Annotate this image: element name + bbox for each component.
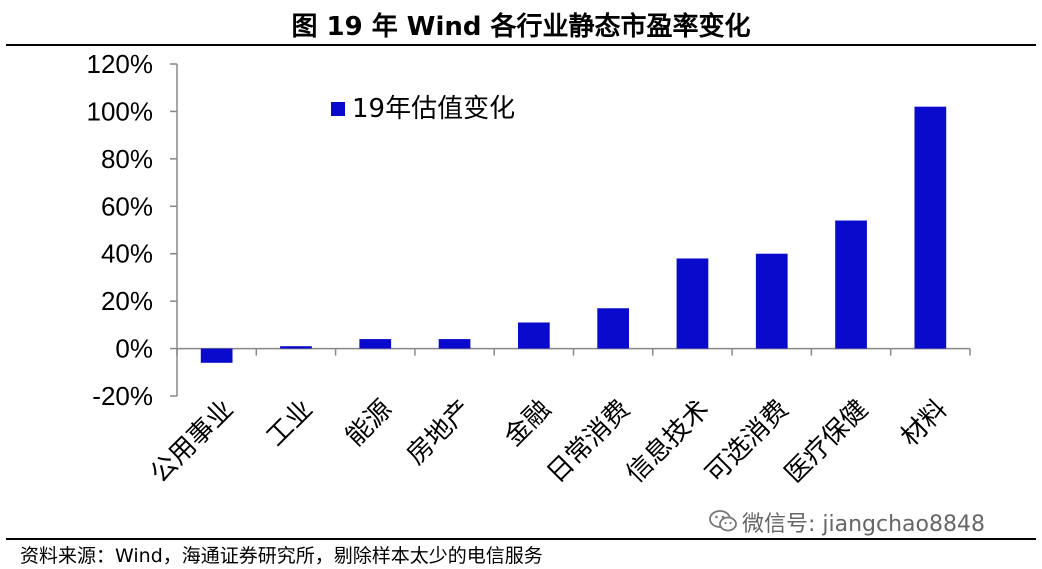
watermark: 微信号: jiangchao8848	[708, 506, 1038, 537]
x-tick-label: 信息技术	[621, 394, 716, 489]
bar-2	[280, 346, 312, 349]
bar-1	[200, 348, 233, 363]
bar-6	[597, 308, 630, 349]
wechat-icon	[709, 510, 737, 532]
legend-label: 19年估值变化	[352, 94, 515, 124]
x-tick-label: 材料	[895, 394, 953, 452]
y-tick-label: 20%	[101, 286, 153, 316]
y-tick-label: 0%	[115, 334, 153, 364]
bar-3	[359, 339, 392, 349]
bar-9	[835, 220, 867, 349]
axes	[170, 63, 971, 397]
bar-8	[755, 253, 788, 349]
watermark-text: 微信号: jiangchao8848	[742, 512, 985, 537]
bar-7	[676, 258, 709, 349]
source-note: 资料来源：Wind，海通证券研究所，剔除样本太少的电信服务	[20, 545, 543, 567]
bars	[200, 106, 947, 363]
title-rule	[6, 44, 1036, 46]
y-tick-label: -20%	[92, 381, 153, 411]
x-tick-label: 医疗保健	[779, 394, 874, 489]
y-tick-label: 80%	[101, 144, 153, 174]
y-tick-label: 60%	[101, 191, 153, 221]
chart-title: 图 19 年 Wind 各行业静态市盈率变化	[291, 12, 751, 42]
legend-swatch	[331, 102, 345, 116]
x-tick-label: 可选消费	[700, 394, 795, 489]
y-tick-label: 40%	[101, 239, 153, 269]
x-tick-label: 能源	[340, 394, 398, 452]
y-tick-label: 120%	[87, 49, 154, 79]
chart-title-bar: 图 19 年 Wind 各行业静态市盈率变化	[0, 0, 1042, 44]
y-tick-label: 100%	[87, 96, 154, 126]
x-tick-label: 日常消费	[541, 394, 636, 489]
bar-5	[517, 322, 550, 349]
bar-chart: -20% 0% 20% 40% 60% 80% 100% 120% 公用事业 工业 能源 房地产 金融…	[87, 49, 971, 489]
legend: 19年估值变化	[331, 94, 515, 124]
x-tick-label: 公用事业	[145, 394, 240, 489]
x-tick-label: 金融	[499, 394, 557, 452]
y-tick-labels: -20% 0% 20% 40% 60% 80% 100% 120%	[87, 49, 154, 411]
bar-10	[914, 106, 947, 349]
bar-4	[438, 339, 471, 349]
x-tick-label: 房地产	[401, 394, 477, 470]
x-tick-label: 工业	[261, 394, 319, 452]
source-rule	[6, 538, 1036, 540]
